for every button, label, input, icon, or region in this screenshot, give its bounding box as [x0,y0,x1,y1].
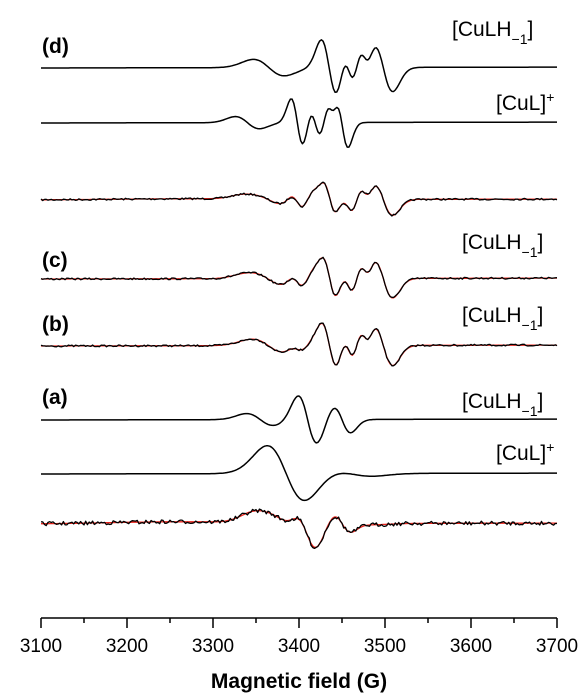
species-label-b-culh: [CuLH−1] [462,304,543,333]
x-tick-label: 3500 [364,636,406,657]
species-label-a-culh: [CuLH−1] [462,390,543,419]
trace-d-cul [41,98,557,148]
trace-a-sim [41,510,557,548]
x-axis-title: Magnetic field (G) [211,670,387,693]
x-tick-label: 3700 [536,636,578,657]
trace-d-exp [40,181,558,217]
x-axis-ticks: 3100 3200 3300 3400 3500 3600 3700 [20,618,578,657]
x-tick-label: 3300 [192,636,234,657]
panel-label-a: (a) [42,386,68,409]
trace-c-exp [40,256,558,299]
panel-label-c: (c) [42,249,68,272]
panel-label-b: (b) [42,313,69,336]
species-label-d-culh: [CuLH−1] [452,18,533,47]
spectra-traces [40,39,558,550]
x-tick-label: 3100 [20,636,62,657]
x-tick-label: 3600 [450,636,492,657]
trace-d-culh [41,39,557,94]
trace-a-exp [40,508,557,550]
trace-a-cul [41,445,557,502]
species-label-d-cul: [CuL]+ [496,89,554,115]
trace-a-culh [41,395,557,444]
x-tick-label: 3200 [106,636,148,657]
trace-b-exp [40,322,558,367]
x-tick-label: 3400 [278,636,320,657]
species-label-c-culh: [CuLH−1] [462,231,543,260]
species-label-a-cul: [CuL]+ [496,439,554,465]
panel-label-d: (d) [42,35,69,58]
